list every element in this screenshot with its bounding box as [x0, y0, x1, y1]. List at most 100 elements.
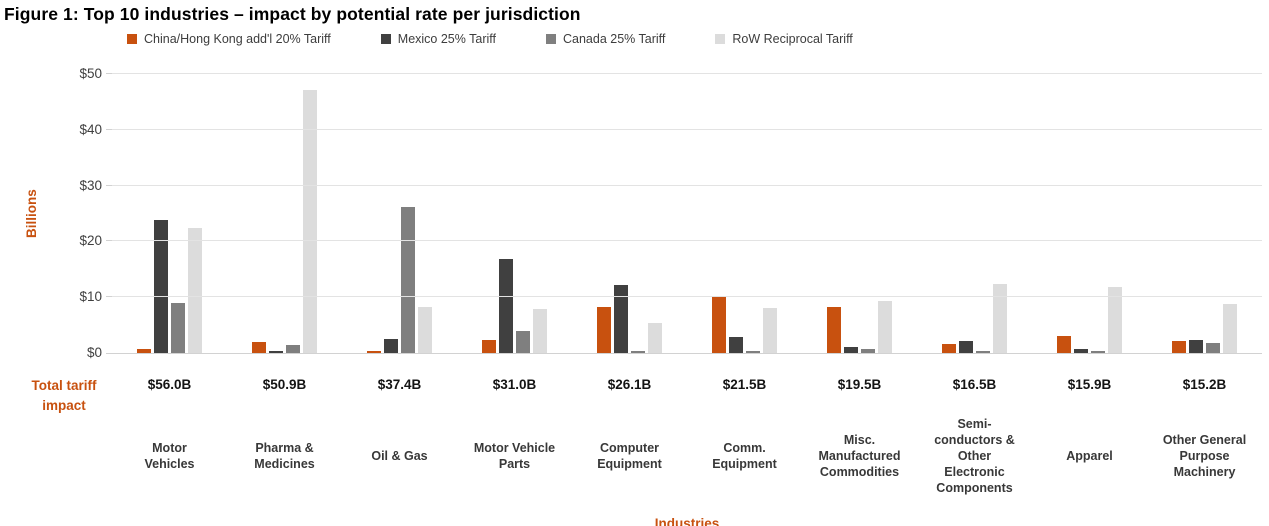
bar-china-hong-kong-add-l-20-tariff [137, 349, 151, 353]
y-tick-label: $50 [79, 66, 102, 81]
bar-canada-25-tariff [861, 349, 875, 353]
bar-mexico-25-tariff [844, 346, 858, 353]
bar-mexico-25-tariff [154, 220, 168, 353]
bar-group-pharma-medicines [227, 74, 342, 353]
bar-mexico-25-tariff [269, 351, 283, 353]
bar-mexico-25-tariff [384, 338, 398, 353]
y-axis-title: Billions [24, 189, 39, 239]
bar-canada-25-tariff [516, 331, 530, 353]
gridline [112, 128, 1262, 130]
total-value: $16.5B [952, 377, 997, 392]
y-tick-mark [106, 353, 112, 354]
plot-area: $0 $10 $20 $30 $40 $50 [79, 66, 1262, 360]
legend-label: Mexico 25% Tariff [397, 32, 496, 46]
bar-group-misc-manufactured-commodities [802, 74, 917, 353]
gridline [112, 296, 1262, 298]
legend-item-mexico-25-tariff: Mexico 25% Tariff [380, 32, 496, 46]
legend-label: RoW Reciprocal Tariff [732, 32, 853, 46]
category-label: Other General Purpose Machinery [1162, 433, 1247, 479]
category-labels-row: Motor Vehicles Pharma & Medicines Oil & Ga… [112, 398, 1262, 514]
bar-group-other-general-purpose-machinery [1147, 74, 1262, 353]
bar-mexico-25-tariff [1189, 339, 1203, 353]
bar-mexico-25-tariff [614, 284, 628, 353]
legend-item-row-reciprocal-tariff: RoW Reciprocal Tariff [715, 32, 853, 46]
figure-title: Figure 1: Top 10 industries – impact by … [4, 4, 581, 24]
bar-row-reciprocal-tariff [648, 323, 662, 353]
y-tick-mark [106, 128, 112, 130]
bar-mexico-25-tariff [959, 341, 973, 353]
bar-row-reciprocal-tariff [878, 300, 892, 353]
legend-swatch-icon [380, 34, 391, 44]
bar-china-hong-kong-add-l-20-tariff [1057, 336, 1071, 353]
y-tick-mark [106, 184, 112, 186]
bar-canada-25-tariff [1091, 351, 1105, 353]
bar-canada-25-tariff [286, 344, 300, 353]
category-label: Oil & Gas [371, 449, 428, 463]
bar-groups [112, 74, 1262, 353]
total-tariff-impact-label: Total tariff impact [31, 378, 97, 413]
bar-china-hong-kong-add-l-20-tariff [482, 339, 496, 353]
bar-china-hong-kong-add-l-20-tariff [827, 306, 841, 353]
bar-china-hong-kong-add-l-20-tariff [252, 341, 266, 353]
legend-swatch-icon [545, 34, 556, 44]
chart-legend: China/Hong Kong add'l 20% Tariff Mexico 2… [127, 32, 853, 46]
category-label: Motor Vehicle Parts [473, 441, 556, 471]
legend-swatch-icon [127, 34, 137, 44]
bar-canada-25-tariff [746, 350, 760, 353]
gridline [112, 353, 1262, 354]
x-axis-title: Industries [654, 516, 720, 526]
y-tick-label: $0 [86, 345, 102, 360]
bar-china-hong-kong-add-l-20-tariff [1172, 340, 1186, 353]
bar-canada-25-tariff [171, 302, 185, 353]
bar-row-reciprocal-tariff [303, 90, 317, 353]
bar-row-reciprocal-tariff [1223, 303, 1237, 353]
legend-item-canada-25-tariff: Canada 25% Tariff [545, 32, 666, 46]
bar-group-computer-equipment [572, 74, 687, 353]
bar-group-motor-vehicle-parts [457, 74, 572, 353]
legend-label: China/Hong Kong add'l 20% Tariff [144, 32, 331, 46]
y-tick-mark [106, 296, 112, 298]
bar-mexico-25-tariff [729, 337, 743, 353]
bar-row-reciprocal-tariff [763, 308, 777, 353]
totals-row: $56.0B $50.9B $37.4B $31.0B $26.1B $21.5B $19.… [112, 377, 1262, 392]
gridline [112, 240, 1262, 242]
total-value: $21.5B [722, 377, 767, 392]
bar-china-hong-kong-add-l-20-tariff [712, 295, 726, 353]
bar-mexico-25-tariff [499, 259, 513, 353]
total-value: $15.9B [1067, 377, 1112, 392]
bar-china-hong-kong-add-l-20-tariff [942, 344, 956, 353]
category-label: Computer Equipment [597, 441, 662, 471]
legend-label: Canada 25% Tariff [562, 32, 666, 46]
bar-group-oil-gas [342, 74, 457, 353]
bar-canada-25-tariff [1206, 343, 1220, 353]
bar-row-reciprocal-tariff [188, 227, 202, 353]
y-tick-mark [106, 240, 112, 242]
legend-item-china-hong-kong-add-l-20-tariff: China/Hong Kong add'l 20% Tariff [127, 32, 331, 46]
y-tick-label: $10 [79, 289, 102, 305]
bar-row-reciprocal-tariff [533, 308, 547, 353]
total-value: $31.0B [492, 377, 537, 392]
bar-canada-25-tariff [976, 350, 990, 353]
legend-swatch-icon [715, 34, 726, 44]
total-value: $26.1B [607, 377, 652, 392]
bar-group-semi-conductors-other-electronic-components [917, 74, 1032, 353]
bar-mexico-25-tariff [1074, 349, 1088, 353]
total-value: $50.9B [262, 377, 307, 392]
y-tick-mark [106, 73, 112, 74]
bar-row-reciprocal-tariff [1108, 286, 1122, 353]
category-label: Semi- conductors & Other Electronic Comp… [934, 417, 1015, 495]
gridline [112, 184, 1262, 186]
bar-group-motor-vehicles [112, 74, 227, 353]
category-label: Motor Vehicles [144, 441, 195, 471]
y-tick-label: $40 [79, 121, 102, 137]
bar-row-reciprocal-tariff [993, 283, 1007, 353]
total-value: $37.4B [377, 377, 422, 392]
bar-row-reciprocal-tariff [418, 306, 432, 353]
total-value: $19.5B [837, 377, 882, 392]
category-label: Misc. Manufactured Commodities [818, 433, 901, 479]
bar-china-hong-kong-add-l-20-tariff [597, 307, 611, 353]
bar-group-apparel [1032, 74, 1147, 353]
total-value: $56.0B [147, 377, 192, 392]
bar-group-comm-equipment [687, 74, 802, 353]
